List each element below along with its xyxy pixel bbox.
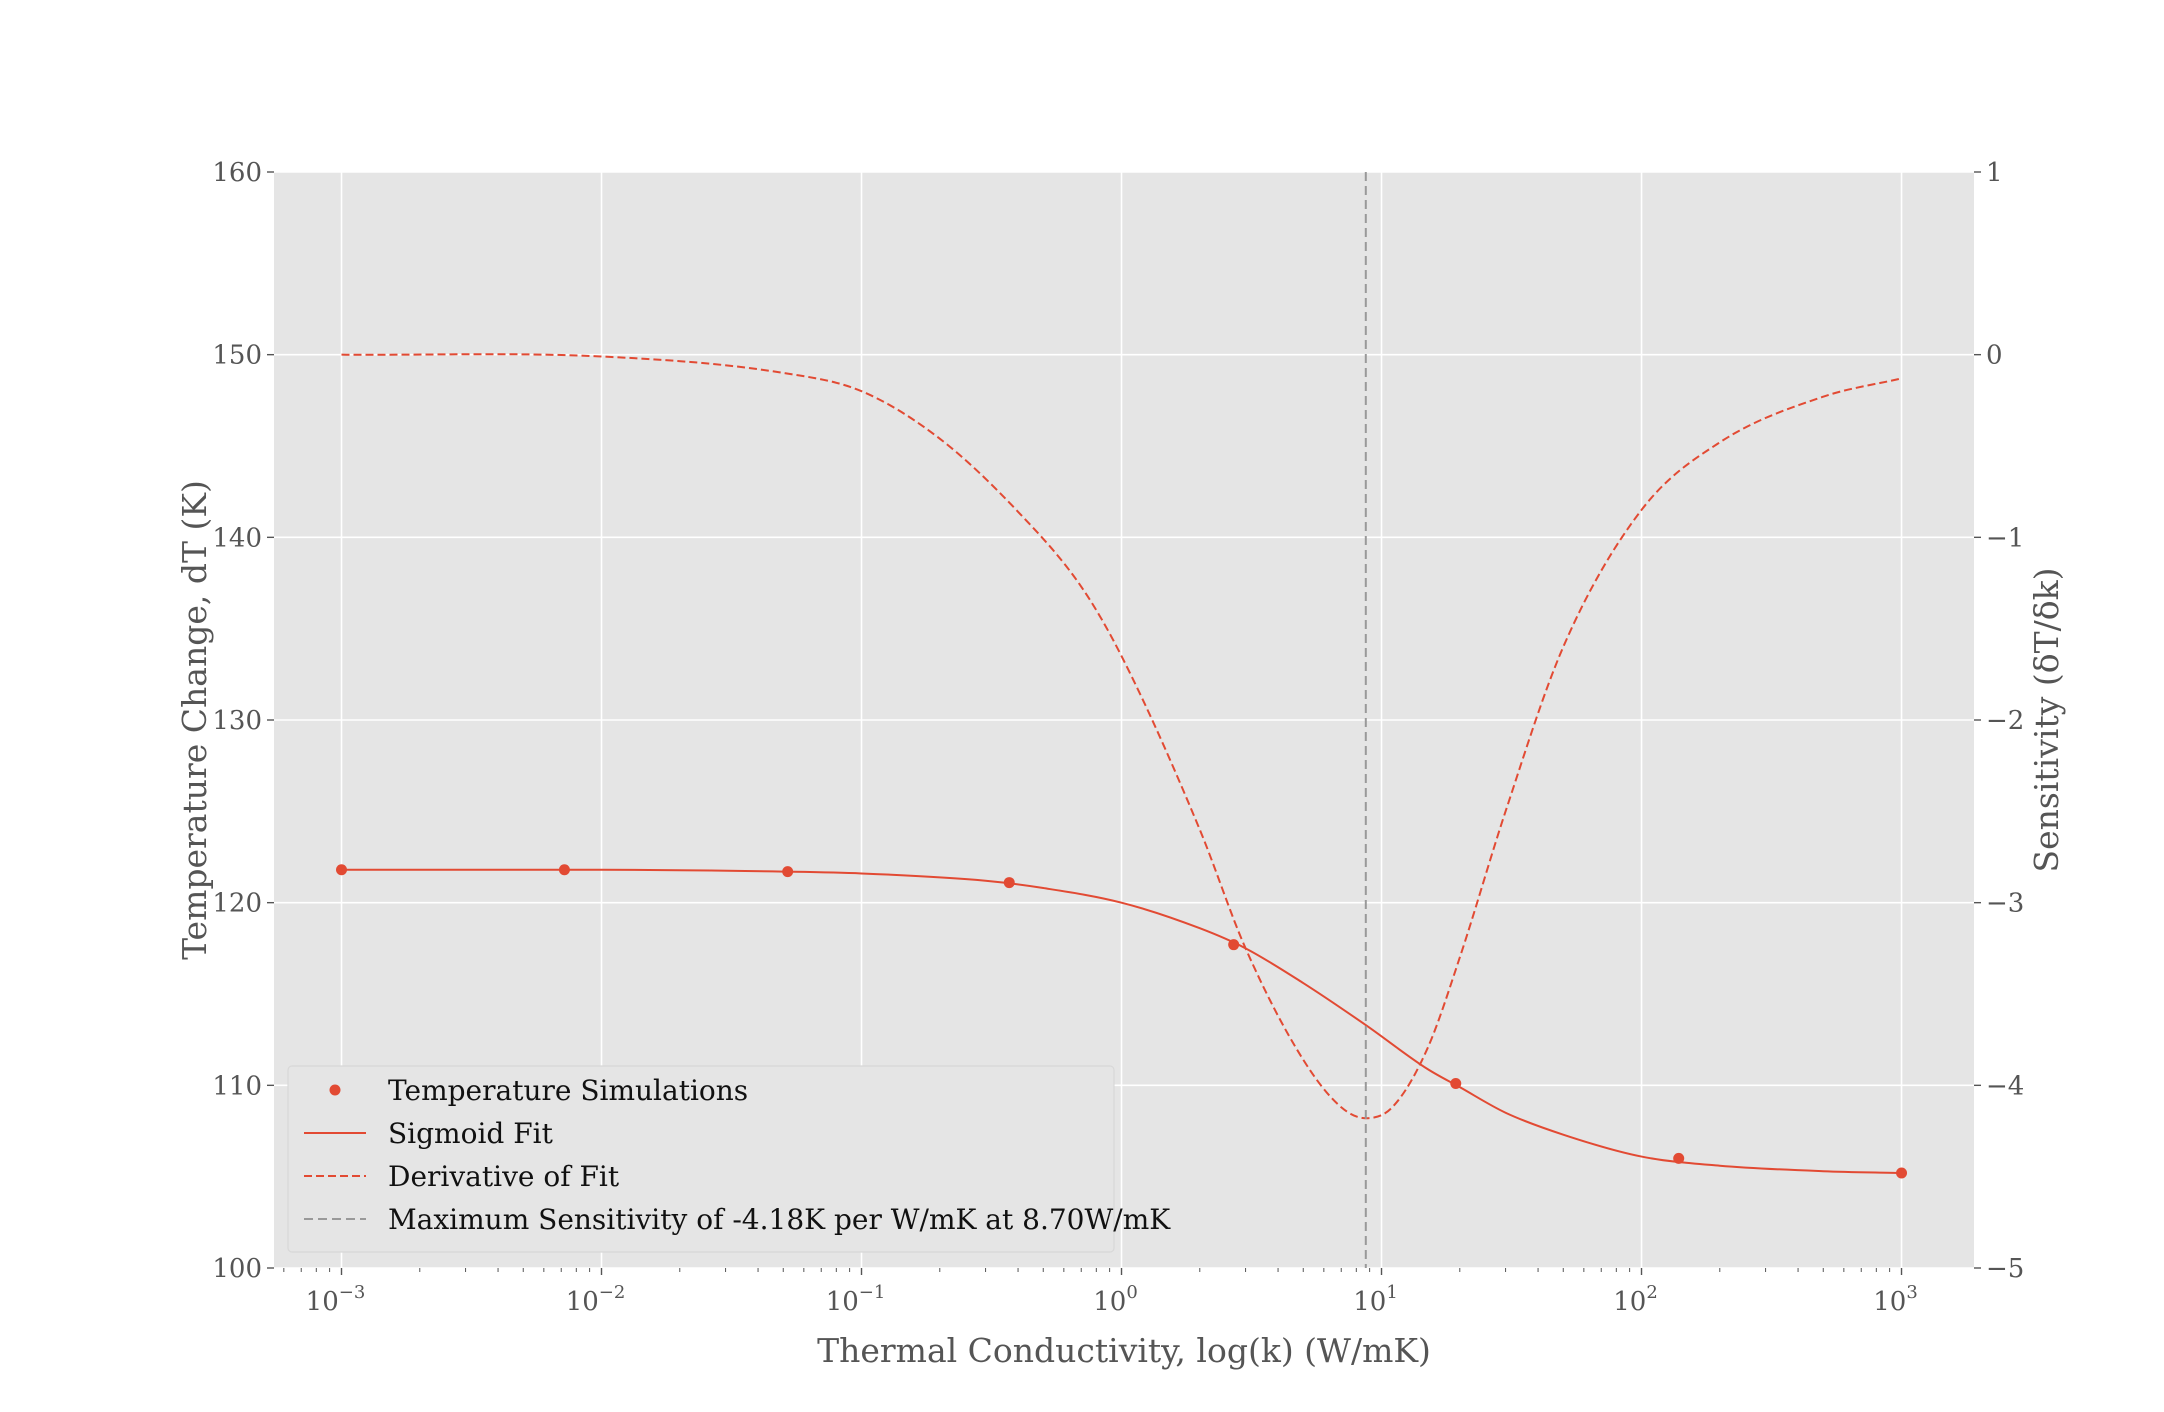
y-tick-label: 130 xyxy=(212,706,262,736)
x-tick-base: 10 xyxy=(1873,1287,1906,1317)
legend-entry: Derivative of Fit xyxy=(388,1160,620,1193)
y-tick-label: 160 xyxy=(212,158,262,188)
x-tick-label: 10−3 xyxy=(306,1282,366,1317)
x-tick-exponent: 3 xyxy=(1906,1282,1917,1303)
simulation-point xyxy=(336,864,348,876)
x-tick-exponent: 1 xyxy=(1386,1282,1397,1303)
y2-tick-label: 0 xyxy=(1986,341,2003,371)
x-tick-label: 102 xyxy=(1613,1282,1658,1317)
x-tick-label: 10−1 xyxy=(826,1282,886,1317)
x-tick-base: 10 xyxy=(1093,1287,1126,1317)
legend-marker xyxy=(329,1084,341,1096)
x-tick-base: 10 xyxy=(826,1287,859,1317)
x-tick-label: 100 xyxy=(1093,1282,1138,1317)
y2-tick-label: 1 xyxy=(1986,158,2003,188)
y2-tick-label: −1 xyxy=(1986,523,2024,553)
y-tick-label: 150 xyxy=(212,341,262,371)
y-tick-label: 120 xyxy=(212,889,262,919)
y-tick-label: 100 xyxy=(212,1254,262,1284)
y-tick-label: 110 xyxy=(212,1071,262,1101)
derivative-line xyxy=(341,353,1902,1120)
x-axis-label: Thermal Conductivity, log(k) (W/mK) xyxy=(817,1331,1431,1370)
legend-box xyxy=(287,1065,1115,1253)
y-axis-label: Temperature Change, dT (K) xyxy=(175,480,214,960)
sigmoid-fit-line xyxy=(341,868,1902,1175)
x-tick-label: 101 xyxy=(1353,1282,1398,1317)
simulation-point xyxy=(1896,1167,1908,1179)
y2-tick-label: −3 xyxy=(1986,889,2024,919)
x-tick-exponent: −2 xyxy=(599,1282,626,1303)
y2-tick-label: −2 xyxy=(1986,706,2024,736)
x-tick-base: 10 xyxy=(306,1287,339,1317)
x-tick-base: 10 xyxy=(1353,1287,1386,1317)
x-tick-exponent: 0 xyxy=(1126,1282,1137,1303)
y2-axis-label: Sensitivity (δT/δk) xyxy=(2027,568,2066,873)
x-tick-exponent: −3 xyxy=(339,1282,366,1303)
legend-entry: Maximum Sensitivity of -4.18K per W/mK a… xyxy=(388,1203,1171,1236)
x-tick-exponent: −1 xyxy=(859,1282,886,1303)
y2-tick-label: −4 xyxy=(1986,1071,2024,1101)
x-tick-base: 10 xyxy=(566,1287,599,1317)
x-tick-label: 103 xyxy=(1873,1282,1918,1317)
x-tick-label: 10−2 xyxy=(566,1282,626,1317)
x-tick-base: 10 xyxy=(1613,1287,1646,1317)
y-tick-label: 140 xyxy=(212,523,262,553)
y2-tick-label: −5 xyxy=(1986,1254,2024,1284)
x-tick-exponent: 2 xyxy=(1646,1282,1657,1303)
legend-entry: Sigmoid Fit xyxy=(388,1117,554,1150)
legend-entry: Temperature Simulations xyxy=(388,1074,748,1107)
